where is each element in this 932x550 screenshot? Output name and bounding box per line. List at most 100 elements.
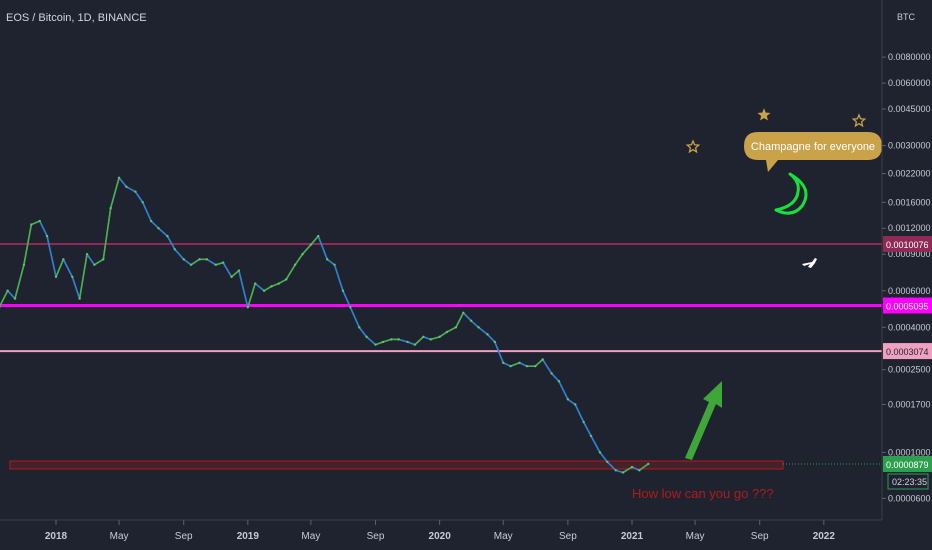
horizontal-levels — [0, 243, 882, 470]
series-segment — [183, 258, 192, 266]
series-segment — [263, 285, 272, 292]
series-point — [598, 451, 602, 454]
series-segment — [494, 341, 504, 364]
series-segment — [455, 312, 465, 328]
series-segment — [631, 466, 640, 471]
series-point — [277, 282, 281, 285]
series-segment — [38, 220, 48, 237]
price-tick-label: 0.0006000 — [888, 286, 931, 296]
series-point — [198, 258, 201, 261]
series-point — [406, 340, 409, 344]
series-point — [301, 252, 304, 256]
callout-bubble — [744, 132, 882, 172]
series-point — [253, 282, 257, 285]
price-series — [0, 176, 650, 474]
series-point — [109, 206, 112, 210]
support-zone-box[interactable] — [9, 460, 784, 470]
time-tick-label: 2020 — [429, 531, 452, 542]
series-segment — [366, 336, 377, 346]
series-segment — [247, 283, 256, 308]
price-tick-label: 0.0004000 — [888, 322, 931, 332]
series-point — [166, 234, 169, 238]
time-tick-label: May — [301, 531, 320, 542]
price-axis-unit: BTC — [897, 12, 916, 22]
series-point — [149, 219, 153, 223]
series-point — [333, 263, 336, 267]
series-point — [630, 465, 634, 469]
series-point — [157, 227, 160, 230]
series-point — [358, 326, 361, 329]
price-axis[interactable]: BTC 0.0080000 0.0060000 0.0045000 0.0030000… — [881, 0, 932, 520]
series-point — [45, 234, 49, 238]
series-point — [284, 278, 288, 281]
star-icon — [851, 113, 867, 128]
series-segment — [134, 191, 144, 203]
series-segment — [118, 177, 128, 188]
price-tick-label: 0.0012000 — [888, 223, 931, 233]
series-point — [445, 330, 449, 334]
series-point — [582, 420, 585, 424]
series-segment — [615, 469, 624, 474]
price-tick-label: 0.0009000 — [888, 249, 931, 259]
series-point — [486, 333, 489, 336]
series-point — [125, 185, 128, 188]
time-tick-label: 2022 — [813, 531, 836, 542]
series-segment — [326, 258, 336, 266]
series-segment — [541, 359, 553, 374]
series-segment — [551, 372, 560, 382]
series-point — [230, 275, 233, 279]
time-tick-label: 2019 — [237, 531, 260, 542]
series-point — [462, 311, 465, 314]
annotations: Champagne for everyone How low can you go… — [632, 108, 882, 501]
time-tick-label: May — [110, 531, 129, 542]
series-point — [349, 306, 352, 309]
series-point — [454, 326, 458, 329]
series-point — [518, 361, 521, 364]
series-point — [38, 219, 41, 223]
series-point — [390, 338, 393, 341]
series-point — [117, 176, 121, 179]
time-tick-label: May — [686, 531, 705, 542]
series-segment — [222, 262, 233, 278]
series-segment — [0, 290, 9, 308]
series-segment — [414, 336, 424, 346]
series-segment — [446, 326, 457, 333]
series-point — [534, 364, 537, 368]
series-point — [85, 252, 89, 256]
price-tick-label: 0.0016000 — [888, 197, 931, 207]
series-segment — [46, 235, 57, 278]
series-point — [30, 223, 33, 226]
star-icon — [757, 108, 771, 121]
series-point — [173, 248, 176, 251]
series-segment — [109, 177, 120, 209]
series-segment — [238, 270, 249, 308]
series-point — [13, 297, 17, 300]
series-segment — [638, 463, 649, 471]
series-segment — [558, 380, 569, 400]
series-segment — [254, 282, 265, 292]
level-price-label: 0.0010076 — [886, 240, 929, 250]
series-segment — [190, 258, 200, 266]
airplane-icon — [802, 258, 817, 268]
series-point — [574, 403, 577, 406]
current-price-tag — [883, 456, 932, 472]
series-point — [71, 275, 74, 279]
price-tick-label: 0.0060000 — [888, 78, 931, 88]
series-point — [413, 343, 417, 346]
series-point — [566, 398, 570, 401]
series-segment — [462, 312, 472, 322]
series-segment — [93, 258, 104, 266]
series-segment — [430, 336, 440, 341]
series-point — [214, 263, 217, 267]
series-point — [647, 462, 650, 466]
series-segment — [206, 258, 217, 266]
star-icon — [685, 139, 701, 154]
series-segment — [574, 404, 585, 423]
time-axis[interactable]: 2018 May Sep 2019 May Sep 2020 May Sep 2021 May Sep… — [0, 519, 882, 542]
series-point — [205, 258, 209, 261]
series-point — [502, 361, 505, 364]
countdown-tag — [887, 473, 929, 490]
series-segment — [407, 341, 416, 346]
